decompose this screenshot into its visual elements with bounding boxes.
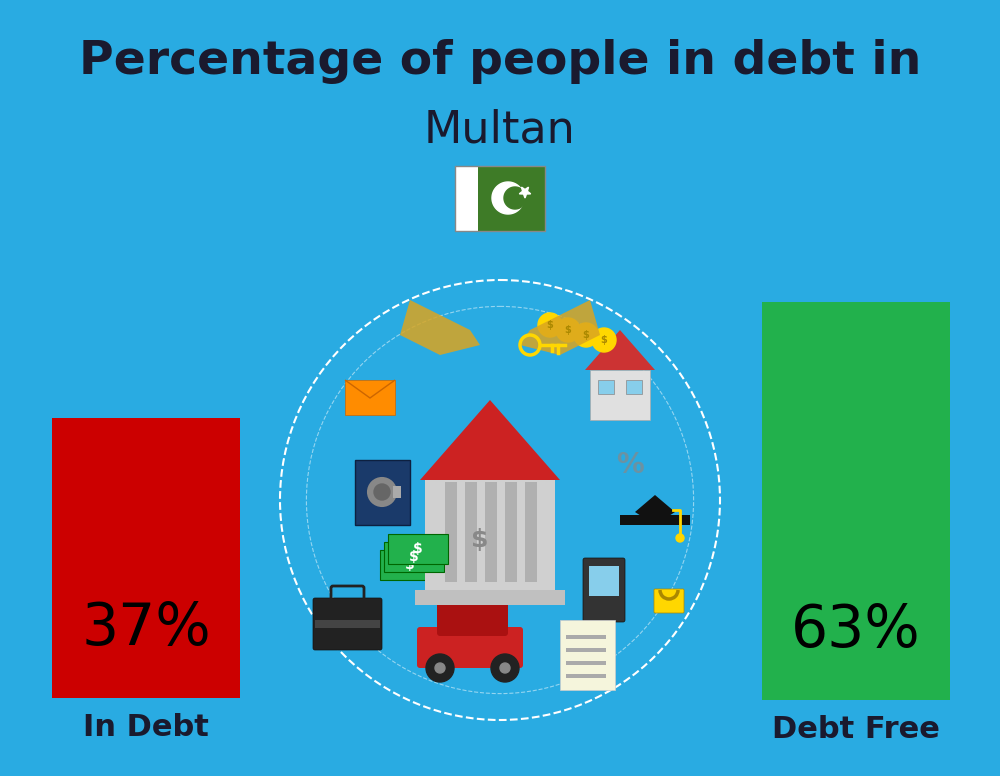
Bar [425,480,555,590]
Bar [566,635,606,639]
Text: $: $ [583,330,589,340]
Text: $: $ [471,528,489,552]
FancyBboxPatch shape [345,380,395,415]
Bar [589,566,619,596]
Polygon shape [504,187,526,209]
Bar [590,370,650,420]
Polygon shape [519,187,531,198]
Circle shape [574,323,598,347]
Circle shape [491,654,519,682]
Circle shape [556,318,580,342]
Text: $: $ [405,558,415,572]
Text: $: $ [413,542,423,556]
Circle shape [676,534,684,542]
Circle shape [592,328,616,352]
Circle shape [426,654,454,682]
Bar [445,482,457,582]
FancyBboxPatch shape [583,558,625,622]
Bar [505,482,517,582]
FancyBboxPatch shape [355,460,410,525]
Circle shape [435,663,445,673]
Text: In Debt: In Debt [83,713,209,743]
FancyBboxPatch shape [417,627,523,668]
FancyBboxPatch shape [380,550,440,580]
Bar [525,482,537,582]
Text: $: $ [565,325,571,335]
Bar [598,380,614,394]
Bar [566,648,606,652]
Bar [566,674,606,678]
Bar [762,302,950,700]
Bar [465,482,477,582]
Bar [455,165,478,230]
Bar [52,418,240,698]
Circle shape [538,313,562,337]
Polygon shape [420,400,560,480]
Bar [566,661,606,665]
Bar [455,165,545,230]
FancyBboxPatch shape [437,602,508,636]
Bar [560,620,615,690]
FancyBboxPatch shape [313,598,382,650]
Text: %: % [616,451,644,479]
FancyBboxPatch shape [388,534,448,564]
Polygon shape [635,495,675,525]
Polygon shape [492,182,524,214]
Text: Debt Free: Debt Free [772,715,940,744]
Bar [485,482,497,582]
Polygon shape [620,515,690,525]
Text: 63%: 63% [791,601,921,659]
Bar [626,380,642,394]
Text: Multan: Multan [424,109,576,151]
Circle shape [374,484,390,500]
Circle shape [368,478,396,506]
FancyBboxPatch shape [654,589,684,613]
Text: $: $ [601,335,607,345]
Bar [415,590,565,605]
Polygon shape [585,330,655,370]
Bar [315,620,380,628]
Bar [478,165,545,230]
Circle shape [500,663,510,673]
Text: Percentage of people in debt in: Percentage of people in debt in [79,40,921,85]
Bar [393,486,401,498]
Polygon shape [520,300,600,355]
Polygon shape [400,300,480,355]
Text: 37%: 37% [81,600,211,656]
FancyBboxPatch shape [384,542,444,572]
Text: $: $ [409,550,419,564]
Text: $: $ [547,320,553,330]
